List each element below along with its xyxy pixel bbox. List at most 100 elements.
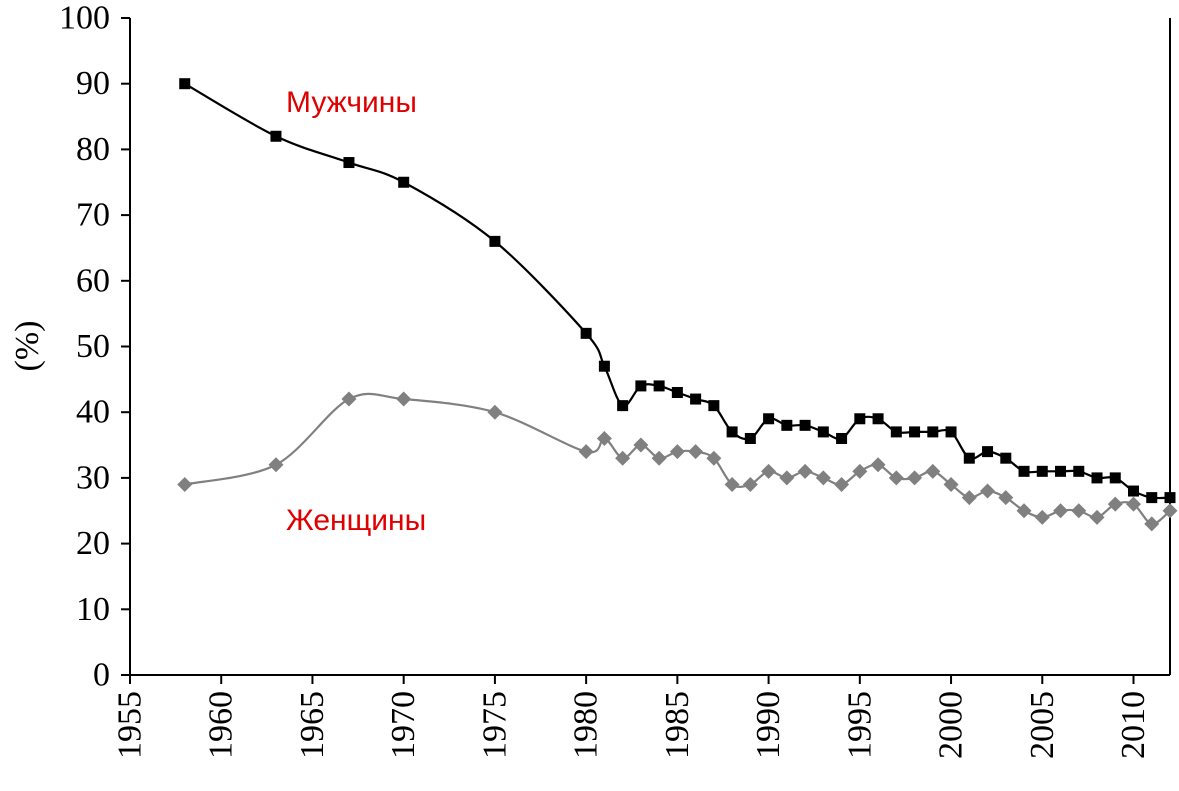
data-point-men (1018, 465, 1030, 477)
data-point-women (177, 476, 193, 492)
data-point-men (1073, 465, 1085, 477)
data-point-men (270, 130, 282, 142)
data-point-men (635, 380, 647, 392)
data-point-men (179, 78, 191, 90)
y-tick-label: 30 (76, 459, 110, 496)
data-point-men (1164, 492, 1176, 504)
data-point-men (489, 235, 501, 247)
x-tick-label: 1965 (294, 691, 331, 759)
y-tick-label: 70 (76, 197, 110, 234)
data-point-men (763, 413, 775, 425)
data-point-women (998, 490, 1014, 506)
data-point-women (1162, 503, 1178, 519)
data-point-women (834, 476, 850, 492)
data-point-women (779, 470, 795, 486)
data-point-men (1146, 492, 1158, 504)
data-point-women (961, 490, 977, 506)
data-point-women (742, 476, 758, 492)
data-point-men (398, 176, 410, 188)
data-point-men (1000, 452, 1012, 464)
data-point-women (1144, 516, 1160, 532)
data-point-men (799, 419, 811, 431)
data-point-men (1128, 485, 1140, 497)
data-point-women (268, 457, 284, 473)
data-point-men (690, 393, 702, 405)
x-tick-label: 2000 (933, 691, 970, 759)
x-tick-label: 1980 (568, 691, 605, 759)
data-point-men (890, 426, 902, 438)
data-point-men (872, 413, 884, 425)
data-point-women (1016, 503, 1032, 519)
x-tick-label: 1955 (112, 691, 149, 759)
data-point-men (744, 432, 756, 444)
data-point-men (1036, 465, 1048, 477)
data-point-women (706, 450, 722, 466)
data-point-women (797, 463, 813, 479)
y-tick-label: 10 (76, 591, 110, 628)
y-tick-label: 50 (76, 328, 110, 365)
x-tick-label: 1990 (750, 691, 787, 759)
x-tick-label: 2005 (1024, 691, 1061, 759)
data-point-women (1071, 503, 1087, 519)
data-point-men (617, 400, 629, 412)
data-point-women (1034, 509, 1050, 525)
x-tick-label: 2010 (1115, 691, 1152, 759)
data-point-men (1091, 472, 1103, 484)
data-point-women (633, 437, 649, 453)
data-point-women (907, 470, 923, 486)
x-tick-label: 1985 (659, 691, 696, 759)
x-tick-label: 1995 (841, 691, 878, 759)
data-point-women (578, 444, 594, 460)
data-point-women (888, 470, 904, 486)
data-point-men (854, 413, 866, 425)
data-point-women (724, 476, 740, 492)
data-point-men (945, 426, 957, 438)
y-tick-label: 0 (93, 657, 110, 694)
x-tick-label: 1960 (203, 691, 240, 759)
data-point-men (653, 380, 665, 392)
data-point-women (870, 457, 886, 473)
series-label-women: Женщины (286, 504, 426, 537)
data-point-women (688, 444, 704, 460)
data-point-men (343, 157, 355, 169)
y-tick-label: 80 (76, 131, 110, 168)
data-point-women (341, 391, 357, 407)
data-point-women (615, 450, 631, 466)
y-tick-label: 60 (76, 262, 110, 299)
data-point-women (1126, 496, 1142, 512)
data-point-women (596, 430, 612, 446)
data-point-men (927, 426, 939, 438)
data-point-men (836, 432, 848, 444)
series-label-men: Мужчины (286, 86, 417, 119)
data-point-men (726, 426, 738, 438)
data-point-women (980, 483, 996, 499)
data-point-women (1107, 496, 1123, 512)
data-point-women (815, 470, 831, 486)
data-point-men (982, 446, 994, 458)
data-point-women (669, 444, 685, 460)
data-point-men (598, 360, 610, 372)
data-point-men (781, 419, 793, 431)
data-point-women (487, 404, 503, 420)
data-point-women (651, 450, 667, 466)
y-tick-label: 20 (76, 525, 110, 562)
data-point-women (925, 463, 941, 479)
axes: 0 10 20 30 40 50 60 70 80 90 100 1955 1960 1965 1970 19… (59, 0, 1171, 759)
y-tick-label: 40 (76, 394, 110, 431)
series-markers (177, 78, 1178, 532)
data-point-men (817, 426, 829, 438)
data-point-women (943, 476, 959, 492)
series-line-men (184, 82, 1171, 500)
x-tick-label: 1975 (476, 691, 513, 759)
x-tick-label: 1970 (385, 691, 422, 759)
data-point-women (761, 463, 777, 479)
data-point-men (1055, 465, 1067, 477)
y-axis-label: (%) (9, 321, 46, 372)
data-point-women (396, 391, 412, 407)
data-point-men (708, 400, 720, 412)
data-point-men (963, 452, 975, 464)
data-point-men (671, 386, 683, 398)
data-point-men (909, 426, 921, 438)
